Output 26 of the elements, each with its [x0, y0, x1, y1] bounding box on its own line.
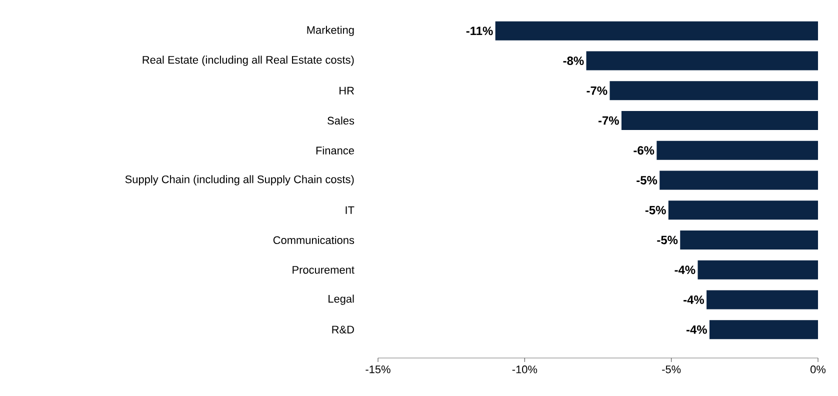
y-tick-label: Legal: [328, 294, 354, 305]
x-tick-label: -15%: [366, 366, 390, 374]
y-tick-label: Finance: [316, 146, 354, 154]
data-label: -4%: [684, 296, 704, 304]
y-tick-label: Sales: [328, 116, 354, 125]
y-tick-label: Supply Chain (including all Supply Chain costs): [125, 175, 354, 186]
y-tick-label: HR: [340, 86, 354, 94]
y-tick-label: R&D: [332, 326, 354, 334]
data-label: -4%: [686, 325, 707, 334]
data-label: -8%: [563, 56, 584, 66]
data-label: -6%: [634, 146, 654, 155]
x-tick-label: 0%: [810, 366, 826, 374]
y-tick-label: Marketing: [307, 26, 354, 36]
y-tick-label: Communications: [273, 236, 354, 244]
y-tick-label: Procurement: [292, 266, 354, 274]
data-label: -5%: [636, 176, 658, 184]
data-label: -7%: [586, 86, 608, 95]
x-tick-label: -5%: [662, 366, 681, 374]
data-label: -5%: [645, 206, 666, 214]
data-label: -11%: [466, 26, 493, 36]
data-label: -7%: [598, 116, 619, 125]
y-tick-label: IT: [346, 206, 354, 214]
x-tick-label: -10%: [512, 366, 538, 374]
y-tick-label: Real Estate (including all Real Estate costs): [142, 56, 354, 66]
data-label: -5%: [657, 236, 678, 244]
data-label: -4%: [674, 266, 696, 274]
